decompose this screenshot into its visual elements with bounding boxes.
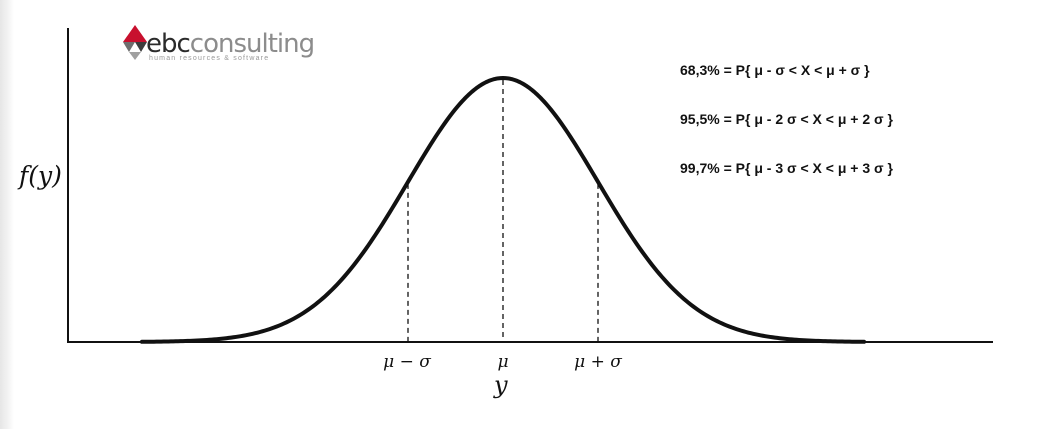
y-axis-label: f(y) bbox=[17, 161, 62, 190]
logo-tagline: human resources & software bbox=[149, 55, 269, 62]
formula-three-sigma: 99,7% = P{ μ - 3 σ < X < μ + 3 σ } bbox=[680, 160, 893, 176]
tick-label-mu: μ bbox=[497, 352, 508, 372]
formula-two-sigma: 95,5% = P{ μ - 2 σ < X < μ + 2 σ } bbox=[680, 111, 893, 127]
logo-wordmark: ebcconsulting bbox=[146, 29, 314, 59]
cube-logo-icon bbox=[123, 25, 147, 60]
logo-text-ebc: ebc bbox=[146, 29, 190, 59]
formula-one-sigma: 68,3% = P{ μ - σ < X < μ + σ } bbox=[680, 62, 870, 78]
tick-label-plus-sigma: μ + σ bbox=[574, 352, 622, 372]
probability-formulas: 68,3% = P{ μ - σ < X < μ + σ } 95,5% = P… bbox=[680, 62, 893, 176]
tick-label-minus-sigma: μ − σ bbox=[383, 352, 431, 372]
ebc-consulting-logo: ebcconsulting human resources & software bbox=[123, 25, 315, 62]
scan-edge bbox=[0, 0, 14, 429]
reference-lines bbox=[407, 80, 599, 342]
bell-curve bbox=[140, 76, 866, 344]
x-axis-label: y bbox=[493, 371, 508, 399]
logo-text-consulting: consulting bbox=[190, 29, 314, 59]
